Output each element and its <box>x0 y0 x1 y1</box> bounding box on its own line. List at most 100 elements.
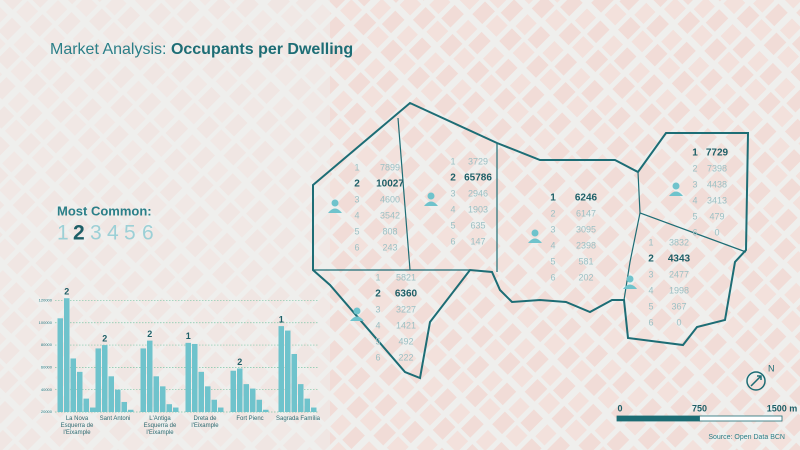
bar <box>147 340 153 412</box>
occupants: 6 <box>375 352 380 362</box>
dwellings: 808 <box>382 226 397 236</box>
x-tick-label: L'Antiga Esquerra de l'Eixample <box>143 416 177 436</box>
bar <box>108 376 114 412</box>
dwellings: 243 <box>382 242 397 252</box>
bar <box>211 399 217 412</box>
icon-head <box>331 199 339 207</box>
compass: N <box>746 363 775 391</box>
occupants: 3 <box>450 188 455 198</box>
most-common-option: 5 <box>124 222 136 245</box>
scale-segment <box>699 415 783 422</box>
person-icon <box>669 182 683 196</box>
y-tick-label: 80000 <box>41 342 53 347</box>
dwellings: 7729 <box>706 148 729 159</box>
person-icon <box>328 199 342 213</box>
occupants: 2 <box>648 254 654 265</box>
occupants: 5 <box>550 256 555 266</box>
dwellings: 6147 <box>576 208 596 218</box>
compass-arrow <box>750 375 762 387</box>
dwellings: 0 <box>714 227 719 237</box>
occupants: 5 <box>354 226 359 236</box>
dwellings: 2398 <box>576 240 596 250</box>
dwellings: 2946 <box>468 188 488 198</box>
scale-bar: 0 750 1500 m <box>616 403 798 422</box>
occupants: 4 <box>692 195 697 205</box>
dwellings: 6360 <box>395 289 418 300</box>
bar <box>243 384 249 412</box>
occupants: 3 <box>354 194 359 204</box>
dwellings: 202 <box>578 272 593 282</box>
person-icon <box>350 307 364 321</box>
dwellings: 4600 <box>380 194 400 204</box>
bar <box>256 399 262 412</box>
bar <box>64 298 70 412</box>
icon-body <box>328 208 342 213</box>
bar <box>77 371 83 412</box>
y-tick-label: 100000 <box>39 320 53 325</box>
scale-label: 1500 m <box>767 403 798 413</box>
dwellings: 479 <box>709 211 724 221</box>
bar <box>90 407 96 412</box>
icon-body <box>350 316 364 321</box>
x-tick-label: La Nova Esquerra de l'Eixample <box>60 416 94 436</box>
occupants: 3 <box>550 224 555 234</box>
dwellings: 10027 <box>376 179 404 190</box>
occupants: 1 <box>375 272 380 282</box>
icon-body <box>424 201 438 206</box>
bar <box>250 388 256 412</box>
group-label: 2 <box>147 329 152 339</box>
dwellings: 635 <box>470 220 485 230</box>
occupants: 4 <box>354 210 359 220</box>
occupants: 4 <box>648 285 653 295</box>
dwellings: 3542 <box>380 210 400 220</box>
y-tick-label: 20000 <box>41 409 53 414</box>
bar <box>237 368 243 412</box>
dwellings: 492 <box>398 336 413 346</box>
most-common-option: 4 <box>107 222 119 245</box>
x-tick-label: Sagrada Família <box>275 416 321 422</box>
dwellings: 0 <box>676 317 681 327</box>
bar <box>230 370 236 412</box>
group-label: 2 <box>237 357 242 367</box>
bar <box>128 409 134 412</box>
bar <box>70 358 76 412</box>
scale-label: 750 <box>692 403 707 413</box>
dwellings: 4343 <box>668 254 691 265</box>
bar <box>263 409 269 412</box>
dwellings: 3832 <box>669 237 689 247</box>
icon-head <box>672 182 680 190</box>
occupants: 2 <box>692 163 697 173</box>
icon-body <box>669 191 683 196</box>
bar <box>192 343 198 412</box>
most-common-option: 2 <box>73 222 85 245</box>
bar <box>185 342 191 412</box>
person-icon <box>528 229 542 243</box>
person-icon <box>424 192 438 206</box>
dwellings: 7899 <box>380 162 400 172</box>
dwellings: 1421 <box>396 320 416 330</box>
occupants: 3 <box>375 304 380 314</box>
dwellings: 6246 <box>575 193 598 204</box>
occupants: 2 <box>550 208 555 218</box>
occupants: 6 <box>354 242 359 252</box>
dwellings: 1903 <box>468 204 488 214</box>
dwellings: 3095 <box>576 224 596 234</box>
icon-body <box>528 238 542 243</box>
bar <box>115 389 121 412</box>
dwellings: 1998 <box>669 285 689 295</box>
scale-segment <box>616 415 700 422</box>
most-common-label: Most Common: <box>57 203 152 218</box>
bar <box>278 326 284 412</box>
bar <box>83 398 89 412</box>
occupants: 5 <box>648 301 653 311</box>
x-tick-label: Dreta de l'Eixample <box>191 416 219 429</box>
group-label: 2 <box>64 287 69 297</box>
occupants: 1 <box>692 148 698 159</box>
title-lead: Market Analysis: <box>50 41 166 58</box>
group-label: 1 <box>279 314 284 324</box>
occupants: 6 <box>648 317 653 327</box>
occupants: 2 <box>354 179 360 190</box>
occupants: 3 <box>648 269 653 279</box>
